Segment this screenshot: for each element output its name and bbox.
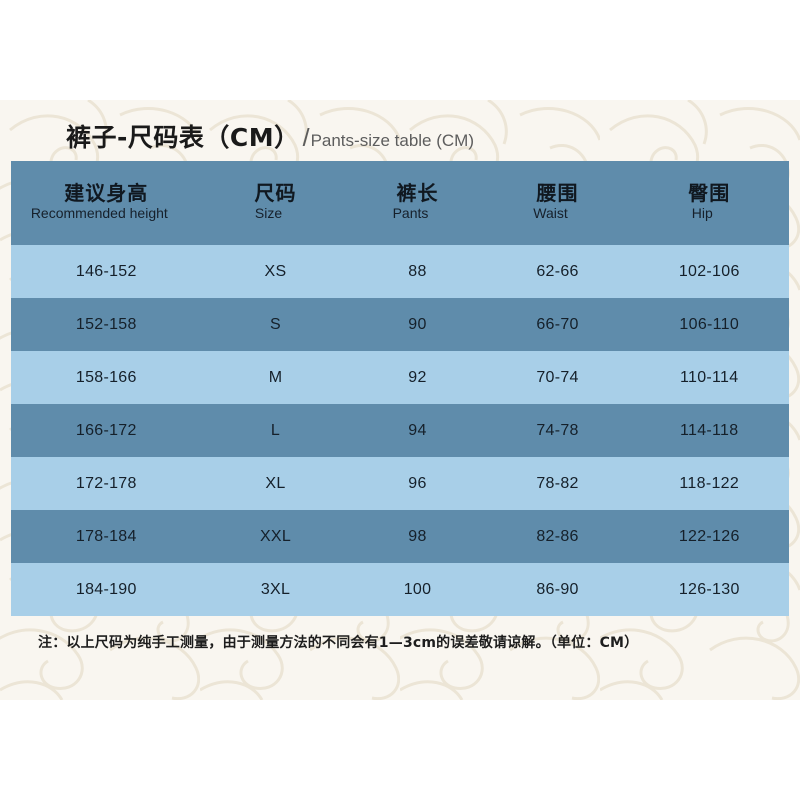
cell-pants-length: 98	[408, 527, 427, 545]
cell-size: XS	[264, 262, 287, 280]
table-header-row: 建议身高 Recommended height 尺码 Size 裤长 Pants	[11, 161, 789, 245]
column-header-cn: 臀围	[688, 181, 731, 205]
cell-hip: 126-130	[678, 580, 740, 598]
size-table: 建议身高 Recommended height 尺码 Size 裤长 Pants	[11, 161, 789, 616]
cell-pants-length: 100	[403, 580, 432, 598]
cell-hip: 114-118	[680, 421, 739, 439]
table-row: 166-172 L 94 74-78 114-118	[11, 404, 789, 457]
table-row: 146-152 XS 88 62-66 102-106	[11, 245, 789, 298]
column-header-en: Pants	[392, 205, 429, 221]
cell-waist: 70-74	[536, 368, 579, 386]
cell-pants-length: 90	[408, 315, 427, 333]
cell-waist: 74-78	[536, 421, 579, 439]
column-header-cn: 建议身高	[64, 181, 149, 205]
column-header-en: Size	[254, 205, 283, 221]
cell-recommended-height: 146-152	[75, 262, 137, 280]
table-row: 152-158 S 90 66-70 106-110	[11, 298, 789, 351]
measurement-note: 注：以上尺码为纯手工测量，由于测量方法的不同会有1—3cm的误差敬请谅解。（单位…	[38, 635, 639, 651]
page-title-english: Pants-size table (CM)	[310, 131, 474, 150]
cell-hip: 106-110	[679, 315, 740, 333]
cell-hip: 110-114	[680, 368, 739, 386]
cell-hip: 102-106	[678, 262, 740, 280]
column-header-hip: 臀围 Hip	[629, 161, 789, 245]
table-row: 184-190 3XL 100 86-90 126-130	[11, 563, 789, 616]
column-header-recommended-height: 建议身高 Recommended height	[11, 161, 202, 245]
page-title: 裤子-尺码表（CM） / Pants-size table (CM)	[66, 118, 474, 154]
cell-recommended-height: 152-158	[75, 315, 137, 333]
cell-waist: 78-82	[536, 474, 579, 492]
cell-pants-length: 96	[408, 474, 427, 492]
cell-size: 3XL	[260, 580, 291, 598]
cell-recommended-height: 158-166	[75, 368, 137, 386]
cell-recommended-height: 166-172	[75, 421, 137, 439]
cell-size: L	[270, 421, 281, 439]
cell-hip: 122-126	[678, 527, 740, 545]
column-header-waist: 腰围 Waist	[486, 161, 630, 245]
cell-pants-length: 88	[408, 262, 427, 280]
page-title-chinese: 裤子-尺码表（CM）	[66, 123, 300, 152]
cell-size: XXL	[259, 527, 292, 545]
column-header-cn: 裤长	[396, 181, 439, 205]
cell-waist: 66-70	[536, 315, 579, 333]
column-header-cn: 尺码	[254, 181, 297, 205]
cell-waist: 62-66	[536, 262, 579, 280]
column-header-en: Waist	[533, 205, 568, 221]
cell-waist: 86-90	[536, 580, 579, 598]
table-header: 建议身高 Recommended height 尺码 Size 裤长 Pants	[11, 161, 789, 245]
cell-hip: 118-122	[679, 474, 740, 492]
cell-pants-length: 94	[408, 421, 427, 439]
cell-pants-length: 92	[408, 368, 427, 386]
cell-size: S	[270, 315, 281, 333]
cell-waist: 82-86	[536, 527, 579, 545]
table-row: 178-184 XXL 98 82-86 122-126	[11, 510, 789, 563]
cell-size: XL	[265, 474, 286, 492]
column-header-size: 尺码 Size	[202, 161, 350, 245]
size-chart-poster: 裤子-尺码表（CM） / Pants-size table (CM) 建议身高 …	[0, 100, 800, 700]
title-separator: /	[302, 124, 310, 152]
table-row: 172-178 XL 96 78-82 118-122	[11, 457, 789, 510]
cell-recommended-height: 184-190	[75, 580, 137, 598]
column-header-en: Hip	[691, 205, 713, 221]
cell-recommended-height: 172-178	[75, 474, 137, 492]
table-body: 146-152 XS 88 62-66 102-106 152-158 S 90 66-70 10…	[11, 245, 789, 616]
column-header-pants-length: 裤长 Pants	[349, 161, 485, 245]
column-header-en: Recommended height	[30, 205, 168, 221]
column-header-cn: 腰围	[536, 181, 579, 205]
table-row: 158-166 M 92 70-74 110-114	[11, 351, 789, 404]
cell-size: M	[268, 368, 283, 386]
cell-recommended-height: 178-184	[75, 527, 137, 545]
